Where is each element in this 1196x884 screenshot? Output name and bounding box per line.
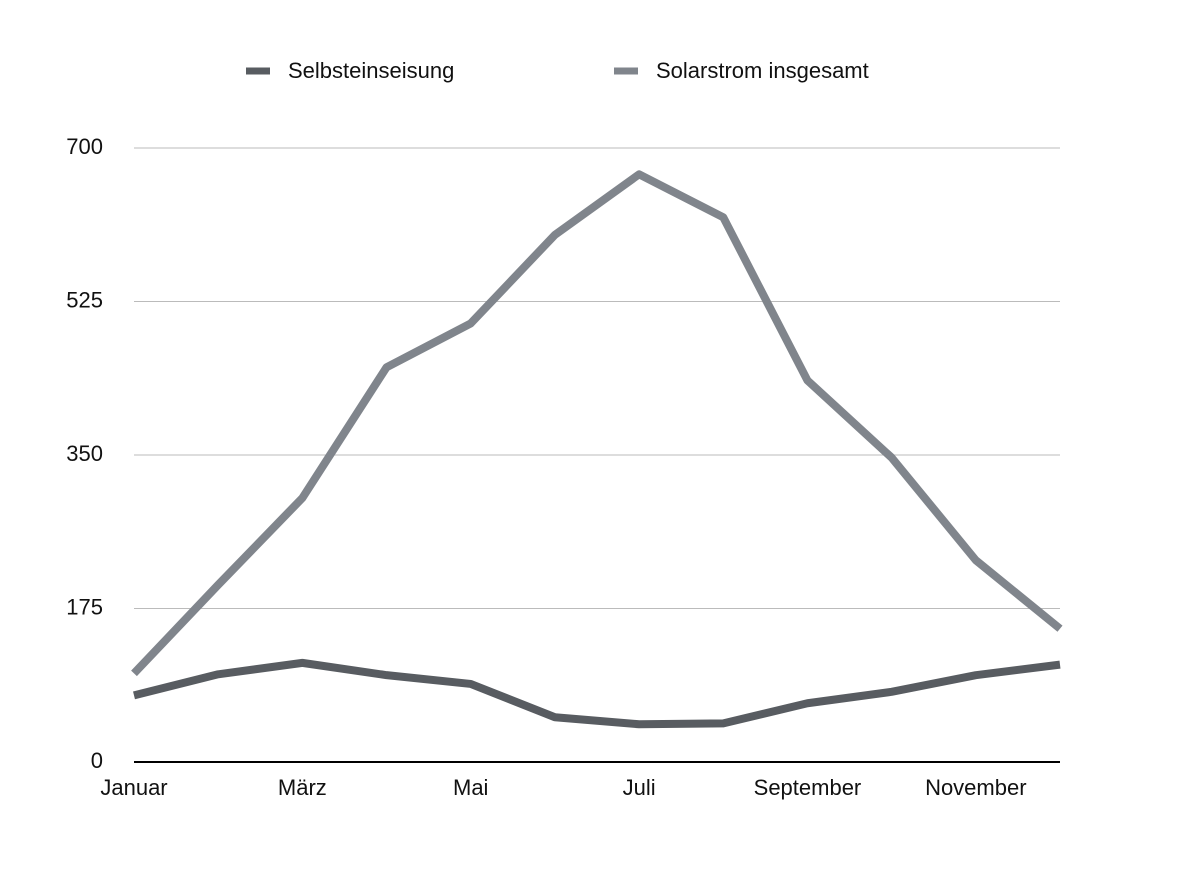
x-tick-label: September bbox=[754, 775, 862, 800]
series-line bbox=[131, 170, 1063, 677]
x-tick-label: Mai bbox=[453, 775, 488, 800]
x-tick-label: Januar bbox=[100, 775, 167, 800]
y-tick-label: 350 bbox=[66, 441, 103, 466]
legend-label: Selbsteinseisung bbox=[288, 58, 454, 83]
y-tick-label: 700 bbox=[66, 134, 103, 159]
y-tick-label: 175 bbox=[66, 594, 103, 619]
y-tick-label: 525 bbox=[66, 287, 103, 312]
y-tick-label: 0 bbox=[91, 748, 103, 773]
x-tick-label: Juli bbox=[623, 775, 656, 800]
legend-label: Solarstrom insgesamt bbox=[656, 58, 869, 83]
x-tick-label: März bbox=[278, 775, 327, 800]
series-line bbox=[133, 658, 1061, 729]
x-tick-label: November bbox=[925, 775, 1026, 800]
